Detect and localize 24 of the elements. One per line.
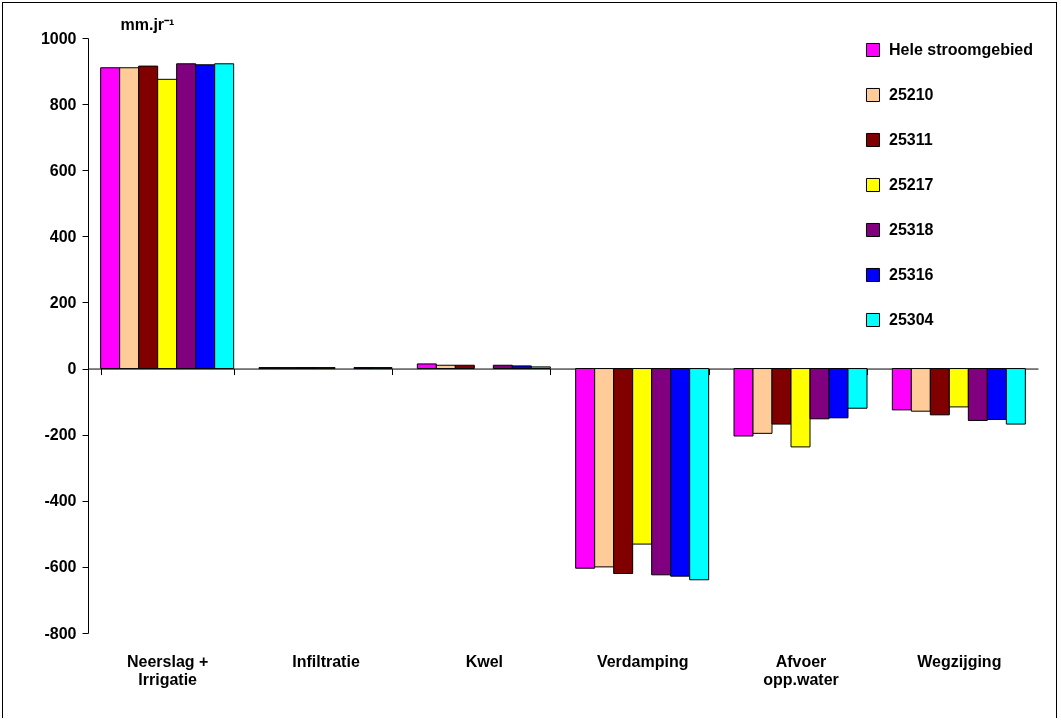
x-tick-label: Wegzijging	[917, 652, 1002, 670]
legend-label: 25311	[889, 131, 933, 148]
x-tick-label: Afvoer opp.water	[763, 652, 839, 688]
legend-label: 25318	[889, 221, 934, 238]
y-tick-label: 600	[49, 161, 77, 179]
legend-label: 25217	[889, 176, 934, 193]
y-tick-label: -800	[44, 624, 77, 642]
legend-label: 25304	[889, 311, 934, 328]
x-tick-label: Kwel	[465, 652, 504, 670]
legend-label: Hele stroomgebied	[889, 41, 1034, 58]
y-tick-label: 800	[49, 95, 77, 113]
y-tick-label: 0	[67, 360, 77, 378]
x-tick-label: Infiltratie	[292, 652, 360, 670]
x-tick-label: Verdamping	[596, 652, 689, 670]
x-tick-label: Neerslag + Irrigatie	[126, 652, 209, 688]
y-tick-label: 400	[49, 227, 77, 245]
y-tick-label: 1000	[40, 29, 77, 47]
legend-label: 25210	[889, 86, 934, 103]
y-tick-label: -400	[44, 492, 77, 510]
legend-label: 25316	[889, 266, 934, 283]
y-tick-label: 200	[49, 293, 77, 311]
y-tick-label: -600	[44, 558, 77, 576]
y-tick-label: -200	[44, 426, 77, 444]
y-axis-title: mm.jr⁻¹	[120, 15, 175, 33]
